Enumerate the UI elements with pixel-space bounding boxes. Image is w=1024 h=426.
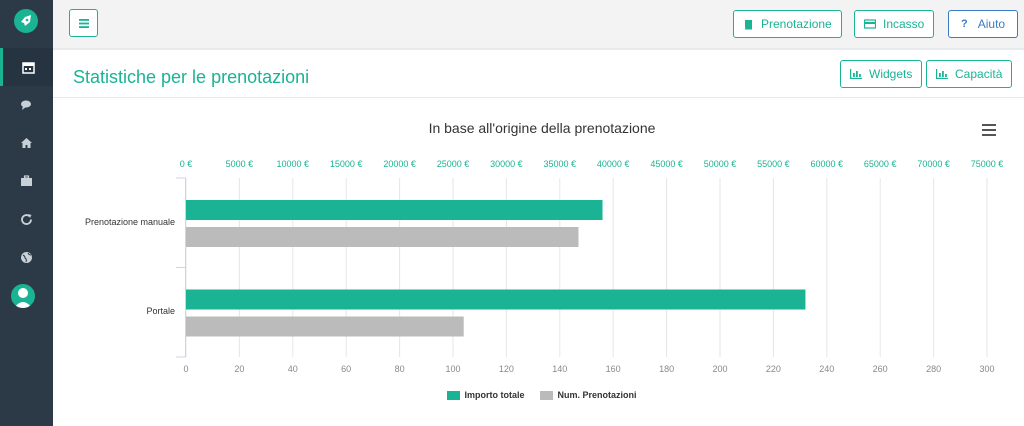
- bar-chart-icon: [850, 69, 862, 79]
- app-logo[interactable]: [14, 9, 38, 33]
- top-axis-tick-label: 20000 €: [383, 159, 416, 169]
- home-icon: [21, 138, 32, 148]
- legend-item-prenotazioni[interactable]: Num. Prenotazioni: [540, 390, 637, 400]
- capacita-label: Capacità: [955, 67, 1003, 81]
- chart-legend: Importo totale Num. Prenotazioni: [0, 390, 1024, 400]
- bottom-axis-tick-label: 240: [819, 364, 835, 374]
- legend-item-importo[interactable]: Importo totale: [447, 390, 524, 400]
- legend-swatch-importo: [447, 390, 461, 400]
- hamburger-icon: [982, 124, 996, 126]
- bar-importo: [186, 200, 603, 220]
- bottom-axis-tick-label: 80: [394, 364, 405, 374]
- category-label: Prenotazione manuale: [84, 216, 175, 227]
- legend-label-importo: Importo totale: [464, 390, 525, 400]
- top-axis-tick-label: 70000 €: [917, 159, 950, 169]
- bar-prenotazioni: [186, 227, 579, 247]
- legend-swatch-prenotazioni: [540, 390, 554, 400]
- briefcase-icon: [21, 175, 32, 186]
- aiuto-label: Aiuto: [977, 17, 1006, 31]
- bottom-axis-tick-label: 300: [979, 364, 995, 374]
- top-axis-tick-label: 50000 €: [703, 159, 737, 169]
- capacita-button[interactable]: Capacità: [926, 60, 1013, 88]
- legend-label-prenotazioni: Num. Prenotazioni: [557, 390, 637, 400]
- bottom-axis-tick-label: 20: [234, 364, 245, 374]
- widgets-label: Widgets: [869, 67, 913, 81]
- page-header: Statistiche per le prenotazioni Widgets …: [53, 52, 1024, 98]
- book-icon: [745, 19, 752, 29]
- bar-importo: [186, 289, 806, 310]
- top-axis-tick-label: 65000 €: [863, 159, 897, 169]
- hamburger-icon: [78, 18, 89, 28]
- bottom-axis-tick-label: 60: [341, 364, 352, 374]
- sidebar-item-home[interactable]: [0, 124, 53, 162]
- menu-toggle-button[interactable]: [69, 9, 98, 37]
- top-axis-tick-label: 35000 €: [543, 159, 577, 169]
- globe-icon: [21, 251, 32, 263]
- category-label: Portale: [146, 306, 175, 317]
- prenotazione-label: Prenotazione: [761, 17, 832, 31]
- aiuto-button[interactable]: ? Aiuto: [948, 10, 1019, 38]
- rocket-icon: [21, 15, 31, 26]
- credit-card-icon: [864, 19, 876, 29]
- user-icon: [14, 288, 32, 308]
- bottom-axis-tick-label: 100: [445, 364, 461, 374]
- bottom-axis-tick-label: 220: [765, 364, 781, 374]
- sidebar-item-globe[interactable]: [0, 238, 53, 276]
- top-axis-tick-label: 5000 €: [225, 159, 254, 169]
- top-axis-tick-label: 45000 €: [650, 159, 683, 169]
- incasso-button[interactable]: Incasso: [854, 10, 935, 38]
- bottom-axis-tick-label: 180: [659, 364, 675, 374]
- chart-title: In base all'origine della prenotazione: [428, 120, 656, 136]
- sidebar-item-calendar[interactable]: [0, 48, 53, 86]
- user-avatar[interactable]: [11, 284, 35, 308]
- bottom-axis-tick-label: 200: [712, 364, 728, 374]
- chart-menu-button[interactable]: [982, 124, 996, 136]
- sidebar: [0, 0, 53, 426]
- bar-chart-icon: [936, 69, 948, 79]
- prenotazione-button[interactable]: Prenotazione: [733, 10, 842, 38]
- sidebar-item-briefcase[interactable]: [0, 162, 53, 200]
- widgets-button[interactable]: Widgets: [840, 60, 923, 88]
- incasso-label: Incasso: [883, 17, 925, 31]
- bottom-axis-tick-label: 160: [605, 364, 621, 374]
- page-title: Statistiche per le prenotazioni: [73, 67, 310, 87]
- top-axis-tick-label: 10000 €: [276, 159, 310, 169]
- top-axis-tick-label: 0 €: [179, 159, 193, 169]
- top-axis-tick-label: 25000 €: [436, 159, 470, 169]
- bar-prenotazioni: [186, 316, 464, 337]
- sidebar-item-refresh[interactable]: [0, 200, 53, 238]
- bottom-axis-tick-label: 40: [287, 364, 298, 374]
- chat-icon: [21, 100, 31, 110]
- top-axis-tick-label: 60000 €: [810, 159, 844, 169]
- bottom-axis-tick-label: 260: [872, 364, 888, 374]
- bottom-axis-tick-label: 140: [552, 364, 568, 374]
- bottom-axis-tick-label: 280: [926, 364, 942, 374]
- top-axis-tick-label: 75000 €: [970, 159, 1004, 169]
- refresh-icon: [21, 213, 32, 225]
- bottom-axis-tick-label: 0: [183, 364, 189, 374]
- bottom-axis-tick-label: 120: [498, 364, 514, 374]
- top-axis-tick-label: 30000 €: [490, 159, 523, 169]
- top-navbar: Prenotazione Incasso ? Aiuto: [53, 0, 1024, 50]
- sidebar-item-chat[interactable]: [0, 86, 53, 124]
- question-icon: ?: [961, 18, 968, 30]
- top-axis-tick-label: 55000 €: [757, 159, 790, 169]
- top-axis-tick-label: 15000 €: [329, 159, 363, 169]
- top-axis-tick-label: 40000 €: [596, 159, 630, 169]
- calendar-icon: [21, 61, 35, 74]
